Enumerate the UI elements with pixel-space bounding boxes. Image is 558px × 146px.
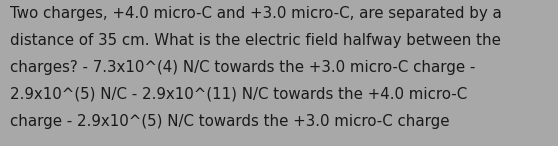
Text: Two charges, +4.0 micro-C and +3.0 micro-C, are separated by a: Two charges, +4.0 micro-C and +3.0 micro… bbox=[10, 6, 502, 21]
Text: 2.9x10^(5) N/C - 2.9x10^(11) N/C towards the +4.0 micro-C: 2.9x10^(5) N/C - 2.9x10^(11) N/C towards… bbox=[10, 87, 467, 102]
Text: distance of 35 cm. What is the electric field halfway between the: distance of 35 cm. What is the electric … bbox=[10, 33, 501, 48]
Text: charges? - 7.3x10^(4) N/C towards the +3.0 micro-C charge -: charges? - 7.3x10^(4) N/C towards the +3… bbox=[10, 60, 475, 75]
Text: charge - 2.9x10^(5) N/C towards the +3.0 micro-C charge: charge - 2.9x10^(5) N/C towards the +3.0… bbox=[10, 114, 450, 129]
